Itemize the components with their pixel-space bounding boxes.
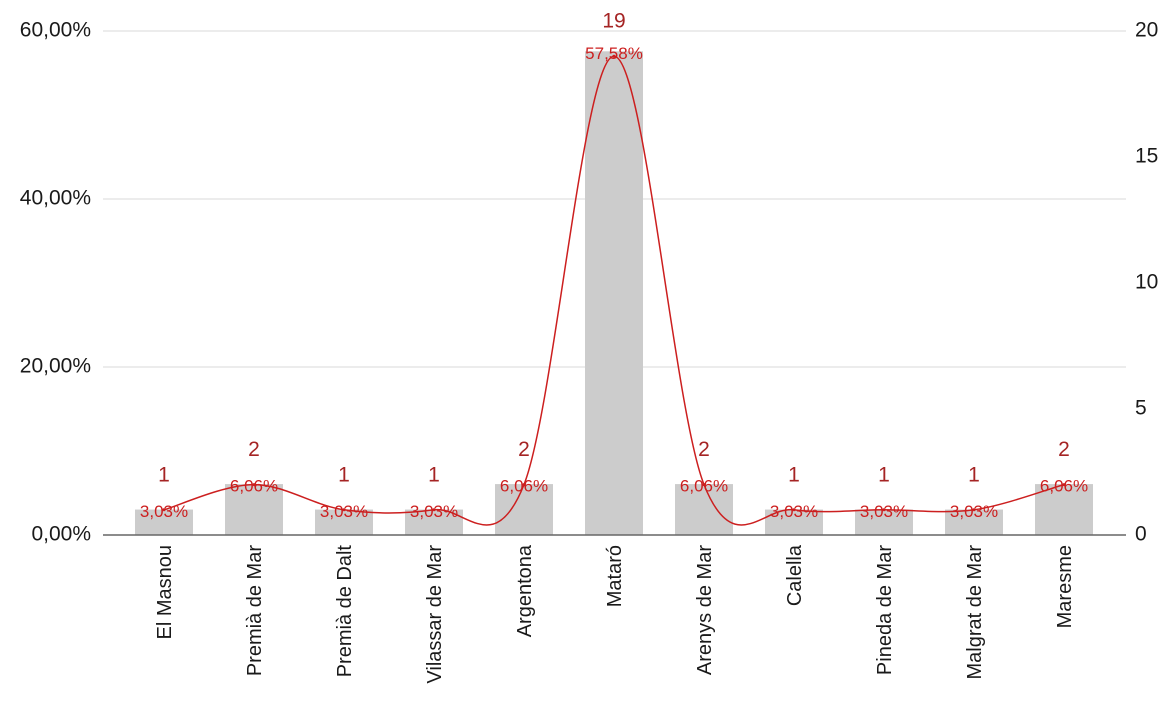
line-point (972, 508, 976, 512)
line-point (432, 508, 436, 512)
bar-value-label: 3,03% (410, 502, 458, 521)
line-point (522, 483, 526, 487)
x-tick-label: Maresme (1054, 545, 1076, 628)
x-tick-label: Vilassar de Mar (424, 545, 446, 684)
bar-value-label: 3,03% (860, 502, 908, 521)
right-tick-label: 20 (1135, 19, 1158, 42)
line-point (342, 508, 346, 512)
bar (225, 484, 283, 535)
bar-value-label: 3,03% (950, 502, 998, 521)
bar-value-label: 3,03% (140, 502, 188, 521)
x-tick-label: Arenys de Mar (694, 545, 716, 675)
bar (135, 509, 193, 535)
line-series (162, 54, 1066, 526)
bar (855, 509, 913, 535)
bar (585, 51, 643, 535)
bar (1035, 484, 1093, 535)
line-point (882, 508, 886, 512)
line-point (162, 508, 166, 512)
bar-value-label: 3,03% (320, 502, 368, 521)
right-tick-label: 10 (1135, 271, 1158, 294)
left-tick-label: 40,00% (20, 187, 91, 210)
line-value-label: 2 (248, 438, 260, 461)
right-tick-label: 0 (1135, 523, 1147, 546)
line-value-label: 1 (968, 463, 980, 486)
bar-value-label: 6,06% (230, 477, 278, 496)
data-labels: 3,03% 6,06% 3,03% 3,03% 6,06% 57,58% 6,06% 3,03… (140, 10, 1088, 521)
bar-value-label: 6,06% (680, 477, 728, 496)
right-axis-ticks: 0 5 10 15 20 (1135, 19, 1158, 546)
line-value-label: 2 (698, 438, 710, 461)
bar-value-label: 57,58% (585, 44, 643, 63)
line-point (612, 54, 616, 58)
bar-series (135, 51, 1093, 535)
x-tick-label: El Masnou (154, 545, 176, 640)
bar (675, 484, 733, 535)
line-point (702, 483, 706, 487)
left-tick-label: 60,00% (20, 19, 91, 42)
line-point (792, 508, 796, 512)
right-tick-label: 5 (1135, 397, 1147, 420)
line-value-label: 1 (878, 463, 890, 486)
line-point (252, 483, 256, 487)
x-tick-label: Calella (784, 544, 806, 606)
right-tick-label: 15 (1135, 145, 1158, 168)
left-axis-ticks: 0,00% 20,00% 40,00% 60,00% (20, 19, 91, 546)
left-tick-label: 20,00% (20, 355, 91, 378)
bar-value-label: 3,03% (770, 502, 818, 521)
line-value-label: 2 (518, 438, 530, 461)
x-tick-label: Pineda de Mar (874, 545, 896, 675)
left-tick-label: 0,00% (31, 523, 91, 546)
x-tick-label: Malgrat de Mar (964, 545, 986, 680)
line-value-label: 1 (428, 463, 440, 486)
bar-value-label: 6,06% (500, 477, 548, 496)
x-tick-label: Argentona (514, 544, 536, 637)
line-value-label: 2 (1058, 438, 1070, 461)
line-value-label: 19 (602, 10, 625, 33)
bar (495, 484, 553, 535)
line-value-label: 1 (338, 463, 350, 486)
x-tick-label: Premià de Mar (244, 545, 266, 676)
line-point (1062, 483, 1066, 487)
x-axis-ticks: El Masnou Premià de Mar Premià de Dalt Vila… (154, 544, 1076, 683)
line-value-label: 1 (788, 463, 800, 486)
bar (315, 509, 373, 535)
line-value-label: 1 (158, 463, 170, 486)
x-tick-label: Mataró (604, 545, 626, 607)
bar (945, 509, 1003, 535)
x-tick-label: Premià de Dalt (334, 545, 356, 678)
bar-value-label: 6,06% (1040, 477, 1088, 496)
